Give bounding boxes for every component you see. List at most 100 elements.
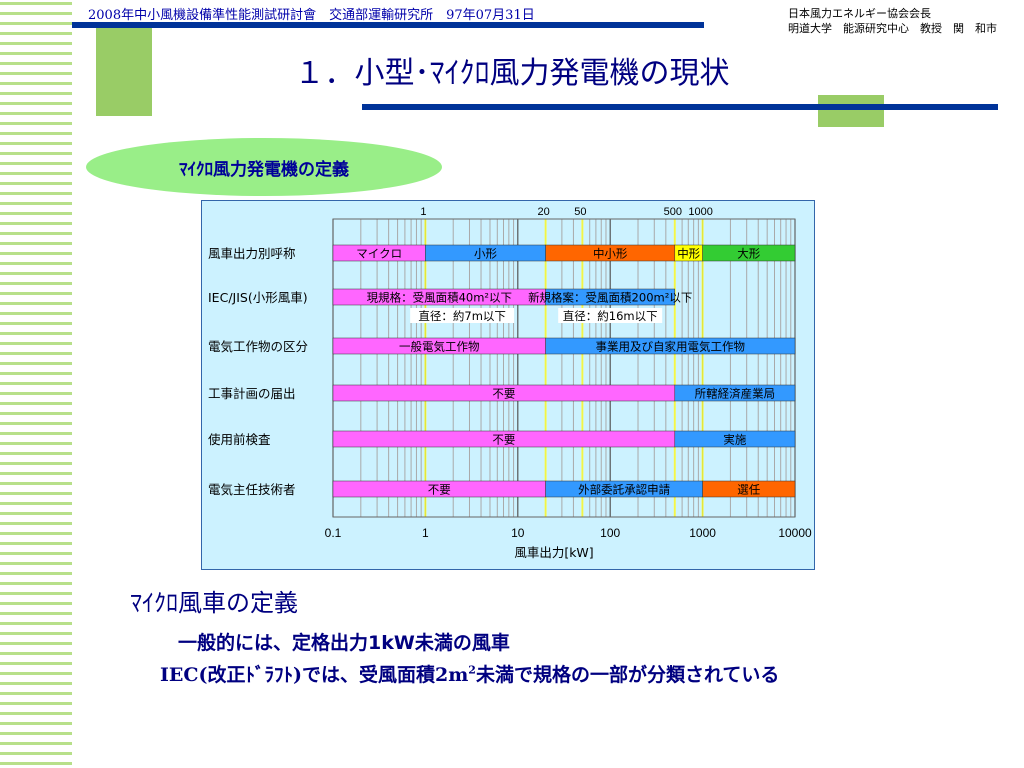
stripe <box>0 352 72 355</box>
bar-label: 所轄経済産業局 <box>695 387 776 401</box>
row-label: 電気主任技術者 <box>208 482 296 497</box>
note-box <box>558 308 663 323</box>
stripe <box>0 692 72 695</box>
stripe <box>0 102 72 105</box>
row-label: 風車出力別呼称 <box>208 246 296 261</box>
decorative-stripes <box>0 2 72 765</box>
stripe <box>0 502 72 505</box>
stripe <box>0 522 72 525</box>
stripe <box>0 732 72 735</box>
bar-label: マイクロ <box>356 247 402 261</box>
stripe <box>0 482 72 485</box>
stripe <box>0 412 72 415</box>
x-tick-label: 1000 <box>689 526 716 540</box>
bar-label: 中小形 <box>593 247 628 261</box>
stripe <box>0 122 72 125</box>
header-author-line1: 日本風力エネルギー協会会長 <box>788 7 931 20</box>
stripe <box>0 12 72 15</box>
stripe <box>0 512 72 515</box>
stripe <box>0 62 72 65</box>
definition-line-2: IEC(改正ﾄﾞﾗﾌﾄ)では、受風面積2m2未満で規格の一部が分類されている <box>160 660 779 687</box>
decor-block-top-left <box>96 28 152 116</box>
stripe <box>0 132 72 135</box>
stripe <box>0 532 72 535</box>
stripe <box>0 662 72 665</box>
stripe <box>0 672 72 675</box>
top-mark-label: 500 <box>664 206 682 218</box>
stripe <box>0 342 72 345</box>
stripe <box>0 492 72 495</box>
header-rule-bottom <box>362 104 998 110</box>
note-label: 直径：約7m以下 <box>418 309 506 323</box>
stripe <box>0 52 72 55</box>
stripe <box>0 312 72 315</box>
stripe <box>0 302 72 305</box>
row-label: 電気工作物の区分 <box>208 339 308 354</box>
stripe <box>0 442 72 445</box>
stripe <box>0 282 72 285</box>
stripe <box>0 332 72 335</box>
stripe <box>0 222 72 225</box>
stripe <box>0 152 72 155</box>
stripe <box>0 702 72 705</box>
plot-frame <box>332 218 796 518</box>
stripe <box>0 572 72 575</box>
definition-line-1: 一般的には、定格出力1kW未満の風車 <box>178 632 510 654</box>
stripe <box>0 212 72 215</box>
definition-line-2-pre: IEC(改正ﾄﾞﾗﾌﾄ)では、受風面積2m <box>160 664 469 686</box>
stripe <box>0 172 72 175</box>
bar-label: 不要 <box>492 387 515 401</box>
stripe <box>0 72 72 75</box>
bar-label: 小形 <box>474 247 497 261</box>
classification-chart-svg: 1 20 50 500 1000 風車出力別呼称 マイクロ 小形 中小形 中形 大形 IEC/JIS(… <box>208 206 812 560</box>
bar-label: 一般電気工作物 <box>399 340 480 354</box>
bar-label: 現規格：受風面積40m²以下 <box>367 291 512 305</box>
stripe <box>0 462 72 465</box>
category-bar <box>674 384 796 402</box>
category-bar <box>702 480 796 498</box>
stripe <box>0 242 72 245</box>
stripe <box>0 42 72 45</box>
bar-label: 新規格案：受風面積200m²以下 <box>528 291 692 305</box>
stripe <box>0 2 72 5</box>
stripe <box>0 322 72 325</box>
stripe <box>0 382 72 385</box>
header-author-line2: 明道大学 能源研究中心 教授 関 和市 <box>788 22 997 35</box>
stripe <box>0 392 72 395</box>
bar-label: 不要 <box>492 433 515 447</box>
top-mark-label: 1 <box>420 206 426 218</box>
stripe <box>0 192 72 195</box>
category-bar <box>674 430 796 448</box>
stripe <box>0 432 72 435</box>
stripe <box>0 682 72 685</box>
note-box <box>410 308 515 323</box>
decor-block-right <box>818 95 884 127</box>
row-label: 使用前検査 <box>208 432 271 447</box>
stripe <box>0 542 72 545</box>
bar-label: 不要 <box>428 483 451 497</box>
definition-pill: ﾏｲｸﾛ風力発電機の定義 <box>86 138 442 196</box>
x-tick-label: 100 <box>600 526 620 540</box>
stripe <box>0 422 72 425</box>
row-label: 工事計画の届出 <box>208 386 296 401</box>
stripe <box>0 472 72 475</box>
section-title: ﾏｲｸﾛ風車の定義 <box>130 589 298 617</box>
stripe <box>0 372 72 375</box>
bar-label: 選任 <box>737 483 760 497</box>
top-mark-label: 50 <box>574 206 586 218</box>
stripe <box>0 272 72 275</box>
definition-pill-label: ﾏｲｸﾛ風力発電機の定義 <box>179 159 349 180</box>
x-tick-label: 0.1 <box>325 526 342 540</box>
stripe <box>0 452 72 455</box>
stripe <box>0 592 72 595</box>
stripe <box>0 722 72 725</box>
top-mark-label: 20 <box>537 206 549 218</box>
stripe <box>0 292 72 295</box>
category-bar <box>545 337 796 355</box>
stripe <box>0 32 72 35</box>
bar-label: 事業用及び自家用電気工作物 <box>596 340 746 354</box>
top-mark-label: 1000 <box>688 206 712 218</box>
stripe <box>0 92 72 95</box>
bar-label: 外部委託承認申請 <box>578 483 670 497</box>
bar-label: 実施 <box>723 433 746 447</box>
